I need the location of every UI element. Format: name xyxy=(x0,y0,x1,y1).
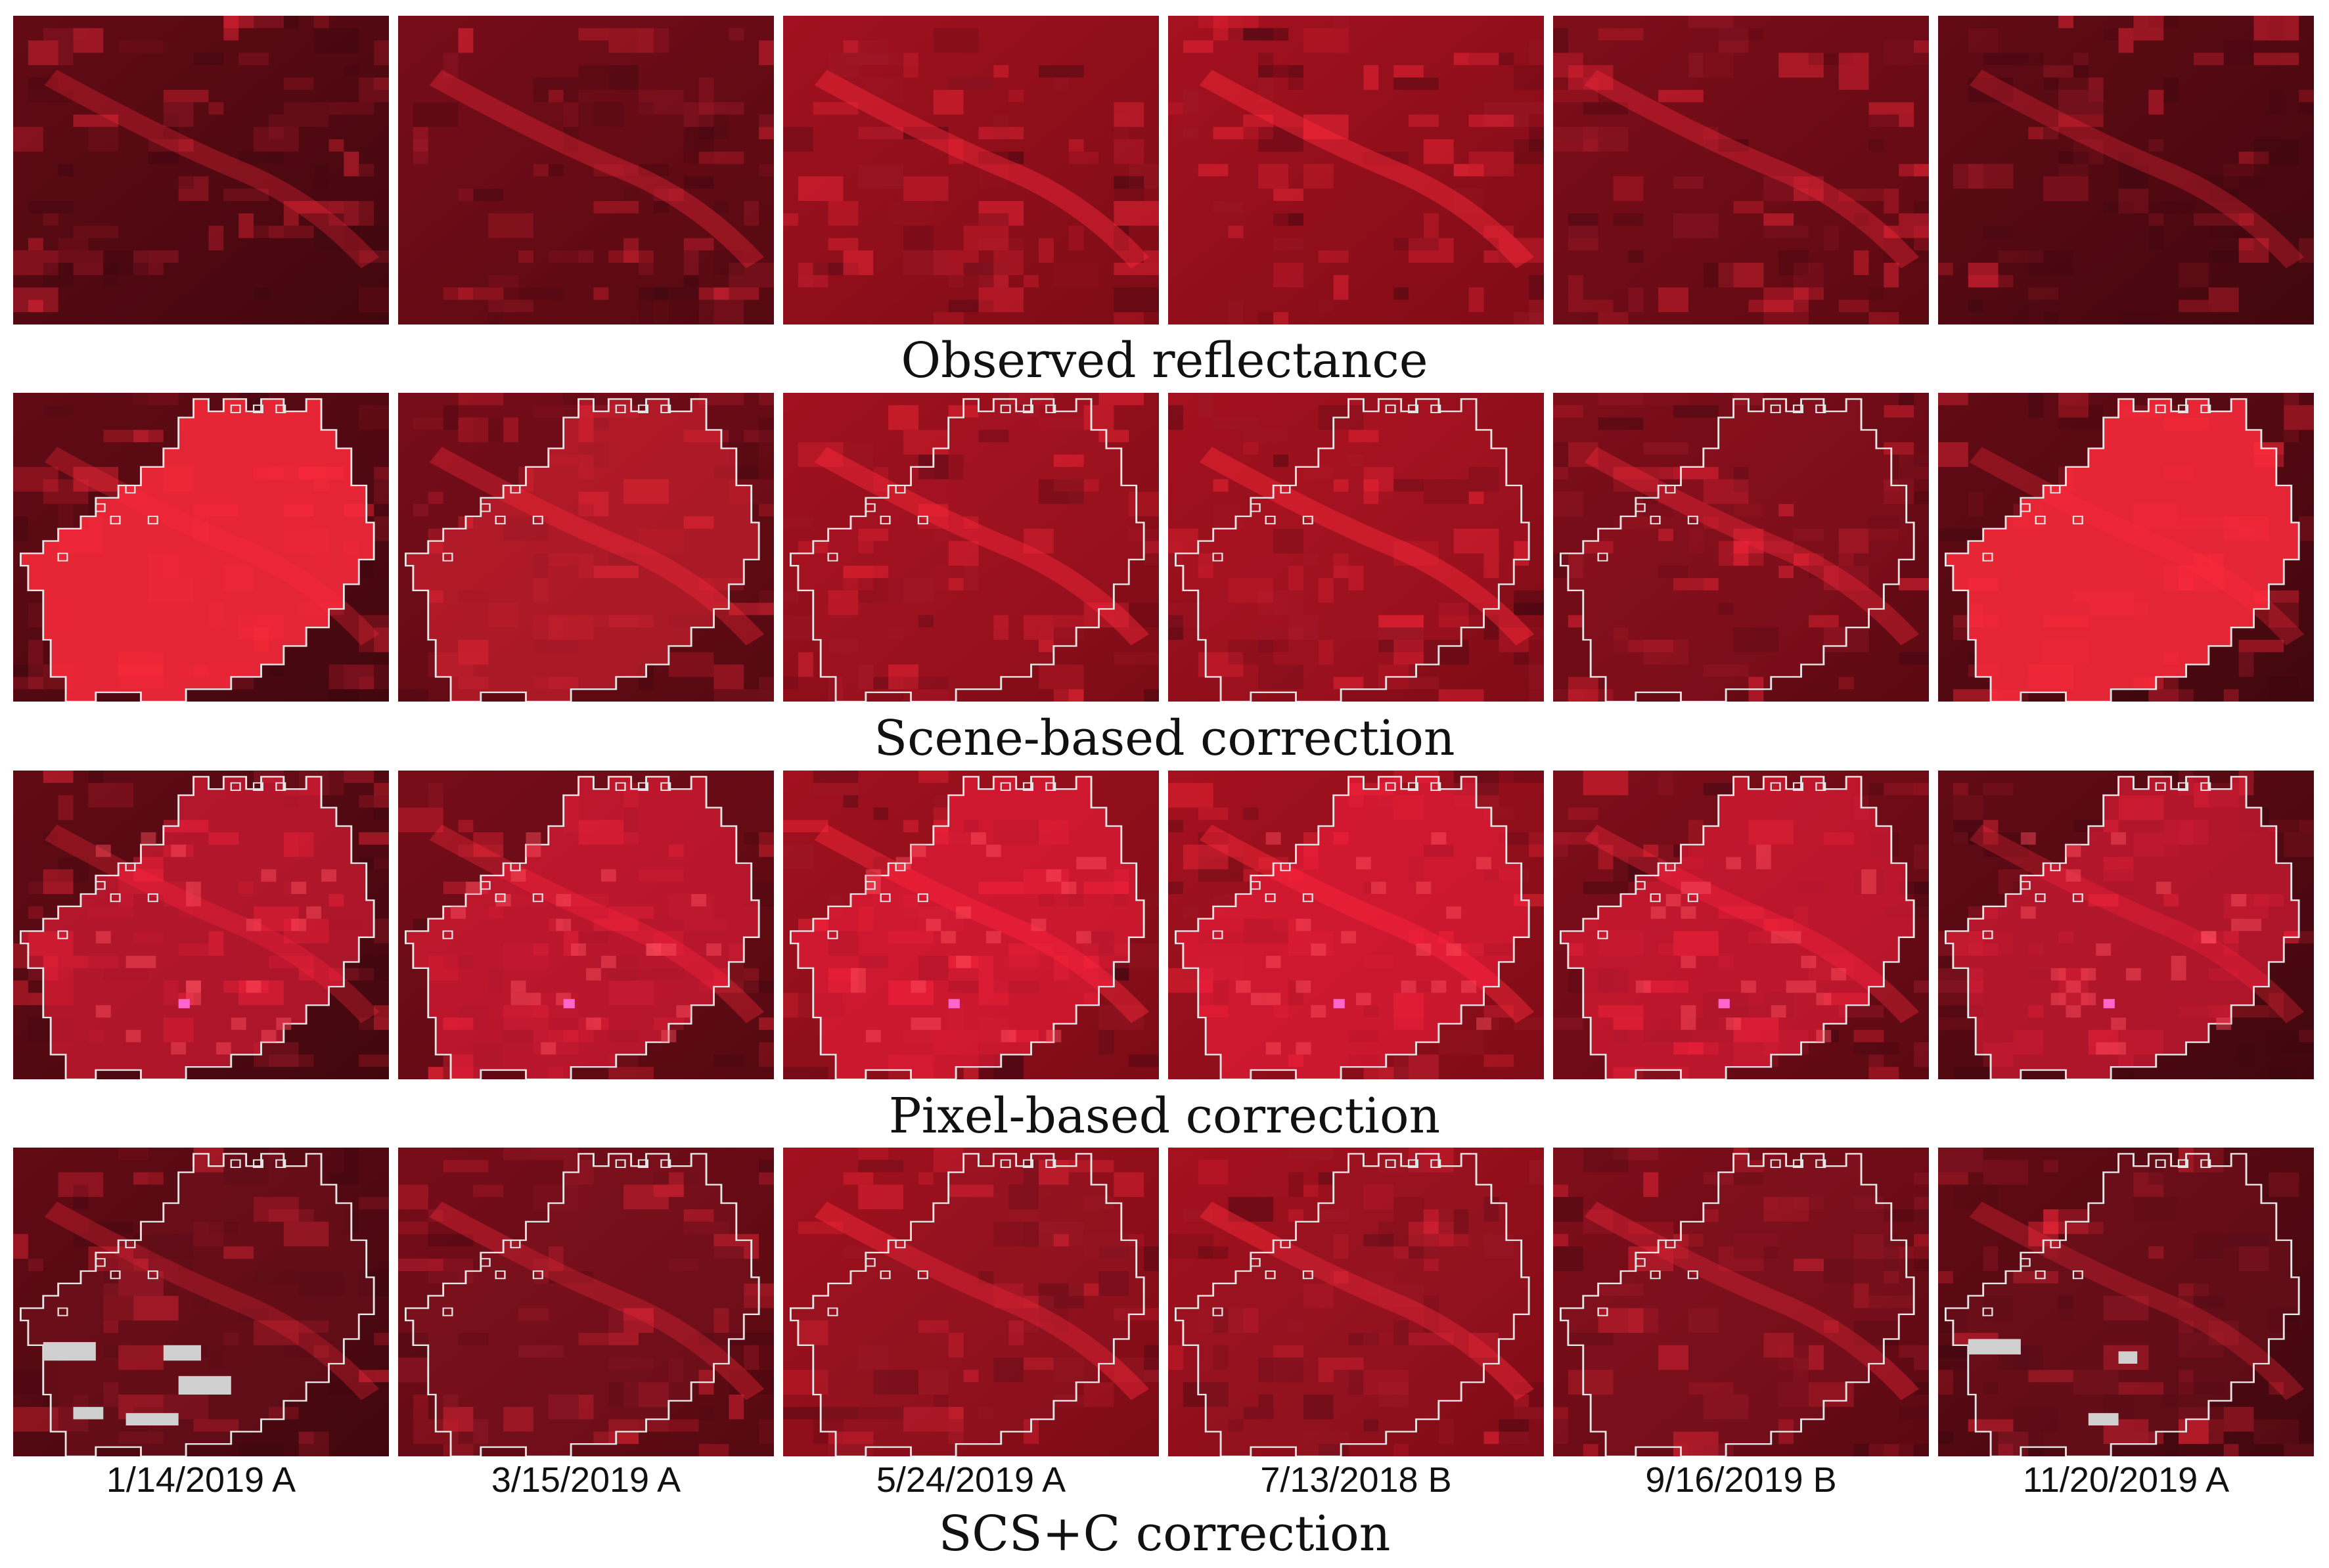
image-panel xyxy=(398,393,774,702)
image-panel xyxy=(1553,16,1929,325)
caption-observed: Observed reflectance xyxy=(901,332,1428,389)
date-label: 3/15/2019 A xyxy=(491,1460,681,1500)
image-panel xyxy=(13,1148,389,1456)
image-panel xyxy=(1553,393,1929,702)
image-panel xyxy=(398,16,774,325)
image-panel xyxy=(13,16,389,325)
row-scene-based xyxy=(0,393,2329,702)
image-panel xyxy=(13,393,389,702)
date-label: 11/20/2019 A xyxy=(2022,1460,2230,1500)
image-panel xyxy=(398,771,774,1079)
image-panel xyxy=(1168,393,1544,702)
image-panel xyxy=(13,771,389,1079)
image-panel xyxy=(1938,393,2314,702)
image-panel xyxy=(1938,16,2314,325)
image-panel xyxy=(1938,771,2314,1079)
date-label: 9/16/2019 B xyxy=(1645,1460,1837,1500)
image-panel xyxy=(1553,1148,1929,1456)
image-panel xyxy=(783,16,1159,325)
image-panel xyxy=(1168,16,1544,325)
image-panel xyxy=(1168,1148,1544,1456)
caption-pixel-based: Pixel-based correction xyxy=(888,1088,1441,1144)
date-label: 7/13/2018 B xyxy=(1260,1460,1452,1500)
caption-scs-c: SCS+C correction xyxy=(938,1506,1391,1562)
image-panel xyxy=(783,393,1159,702)
caption-scene-based: Scene-based correction xyxy=(874,710,1455,767)
row-scs-c xyxy=(0,1148,2329,1456)
image-panel xyxy=(1168,771,1544,1079)
image-panel xyxy=(783,771,1159,1079)
image-panel xyxy=(398,1148,774,1456)
image-panel xyxy=(783,1148,1159,1456)
row-pixel-based xyxy=(0,771,2329,1079)
image-panel xyxy=(1553,771,1929,1079)
image-panel xyxy=(1938,1148,2314,1456)
date-label: 1/14/2019 A xyxy=(106,1460,296,1500)
date-label: 5/24/2019 A xyxy=(876,1460,1066,1500)
row-observed xyxy=(0,16,2329,325)
